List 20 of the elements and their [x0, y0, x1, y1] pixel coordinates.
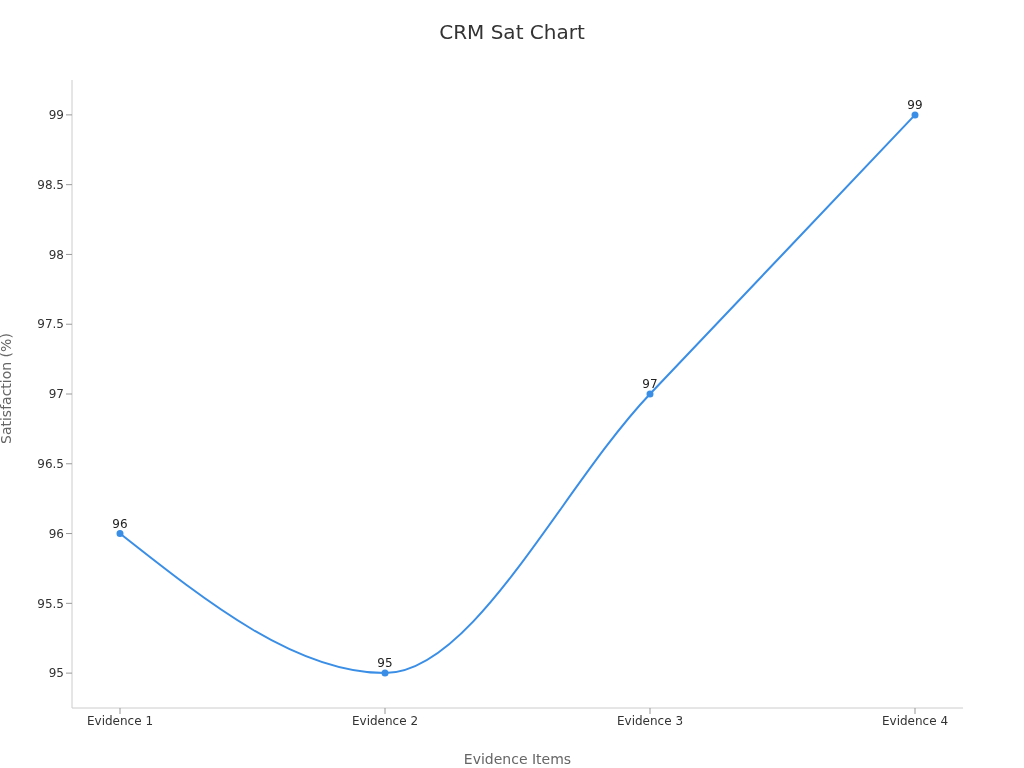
y-tick-label: 95.5 — [37, 596, 64, 611]
y-axis-title: Satisfaction (%) — [0, 333, 14, 444]
x-tick-label: Evidence 1 — [86, 713, 154, 728]
data-label: 95 — [377, 656, 393, 671]
x-tick-label: Evidence 2 — [351, 713, 419, 728]
data-label: 96 — [112, 516, 128, 531]
y-tick-label: 95 — [48, 666, 64, 681]
y-tick-label: 98.5 — [37, 177, 64, 192]
y-tick-label: 96.5 — [37, 457, 64, 472]
x-tick-label: Evidence 4 — [881, 713, 949, 728]
y-tick-label: 99 — [48, 108, 64, 123]
x-axis-title: Evidence Items — [463, 751, 572, 767]
data-label: 97 — [642, 377, 658, 391]
chart-title: CRM Sat Chart — [438, 20, 586, 44]
y-tick-label: 97 — [48, 387, 64, 402]
y-tick-label: 97.5 — [37, 317, 64, 332]
y-tick-label: 98 — [48, 247, 64, 262]
data-label: 99 — [907, 97, 923, 112]
x-tick-label: Evidence 3 — [616, 713, 684, 728]
y-tick-label: 96 — [48, 526, 64, 541]
